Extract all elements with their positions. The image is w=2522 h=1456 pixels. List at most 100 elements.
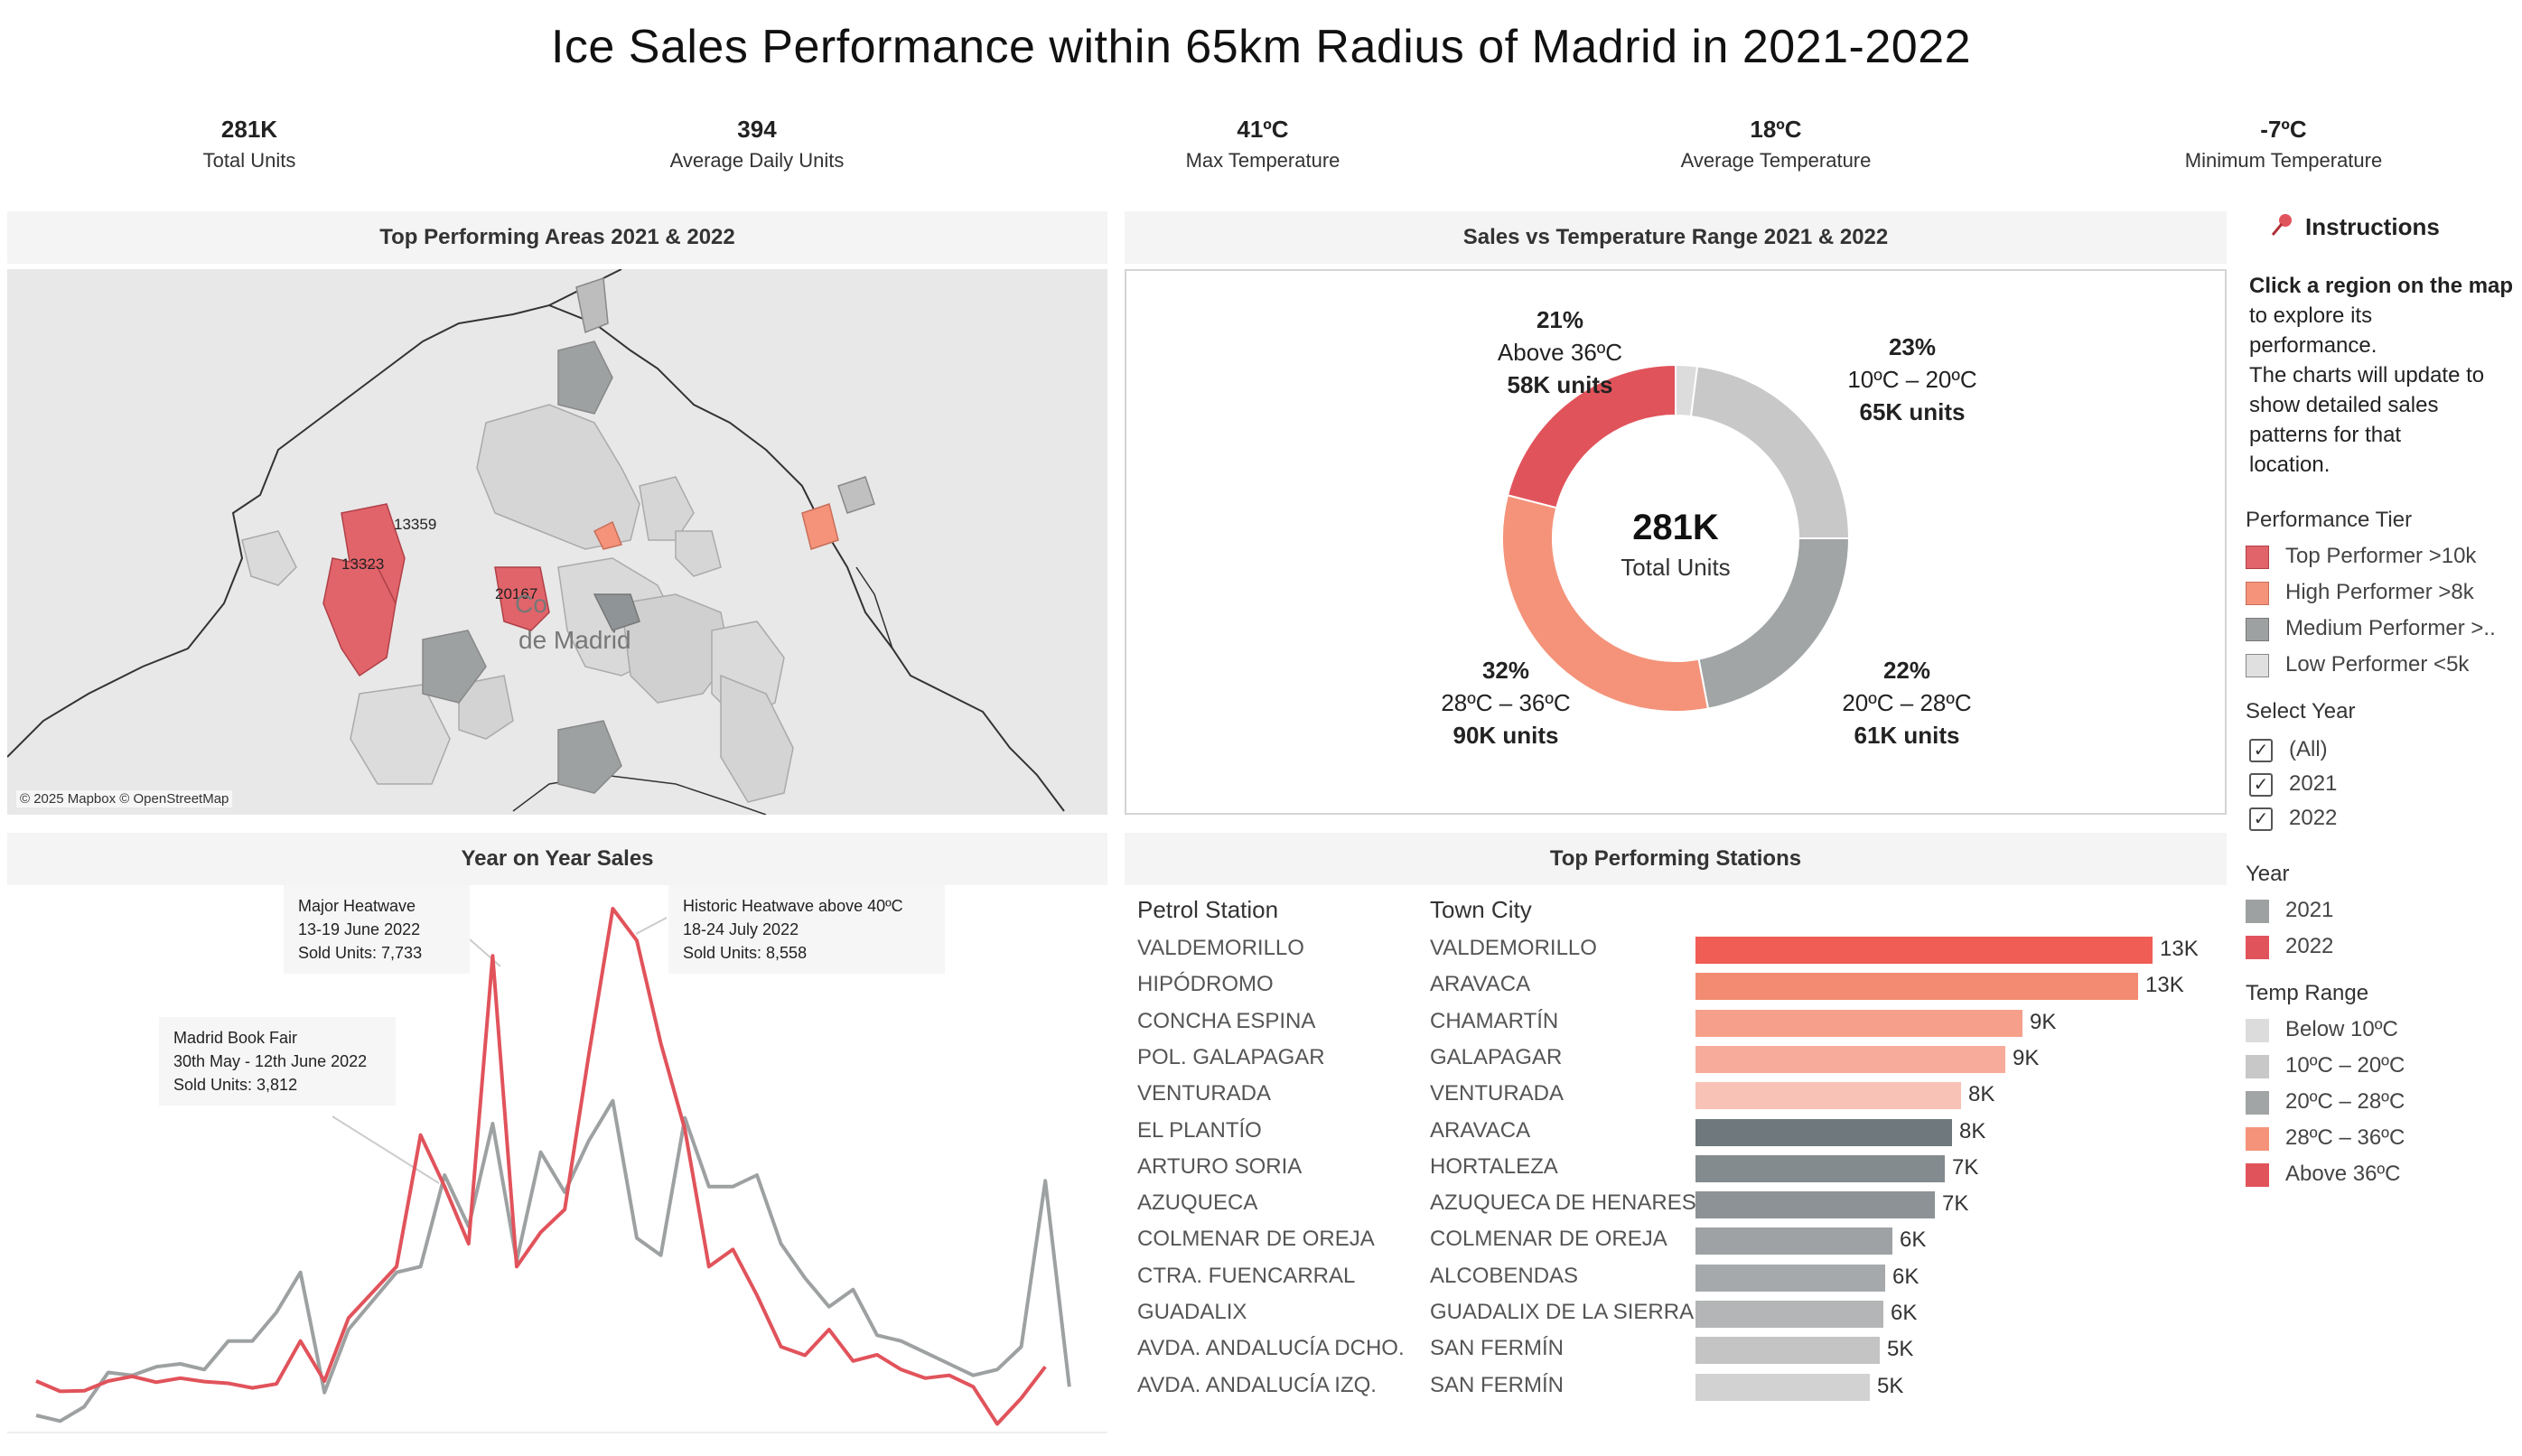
kpi-label: Total Units xyxy=(202,149,296,172)
segment-pct: 32% xyxy=(1481,657,1530,684)
donut-panel-title: Sales vs Temperature Range 2021 & 2022 xyxy=(1125,211,2227,264)
kpi-value: 18ºC xyxy=(1750,116,1802,143)
legend-label: 2021 xyxy=(2285,898,2334,922)
map-region[interactable] xyxy=(675,530,722,577)
map-region[interactable] xyxy=(639,476,695,541)
station-row[interactable]: AVDA. ANDALUCÍA IZQ. SAN FERMÍN 5K xyxy=(1125,1369,2227,1405)
map-attribution[interactable]: © 2025 Mapbox © OpenStreetMap xyxy=(16,790,233,807)
station-row[interactable]: AVDA. ANDALUCÍA DCHO. SAN FERMÍN 5K xyxy=(1125,1332,2227,1368)
map-region[interactable] xyxy=(476,404,640,550)
annotation-title: Major Heatwave xyxy=(298,897,416,915)
station-row[interactable]: VALDEMORILLO VALDEMORILLO 13K xyxy=(1125,932,2227,968)
region-map[interactable]: 13359 13323 20167 Co de Madrid © 2025 Ma… xyxy=(7,269,1107,815)
map-region[interactable] xyxy=(801,503,839,550)
station-row[interactable]: CTRA. FUENCARRAL ALCOBENDAS 6K xyxy=(1125,1260,2227,1296)
map-region-13323[interactable] xyxy=(322,557,397,677)
year-on-year-line-chart[interactable] xyxy=(7,885,1107,1436)
station-name: VALDEMORILLO xyxy=(1137,936,1304,960)
station-name: VENTURADA xyxy=(1137,1081,1272,1106)
checkbox[interactable]: ✓ xyxy=(2249,807,2273,831)
segment-units: 65K units xyxy=(1859,398,1966,425)
map-canvas[interactable]: 13359 13323 20167 Co de Madrid xyxy=(7,269,1107,815)
segment-pct: 23% xyxy=(1888,333,1937,360)
checkbox-label: 2022 xyxy=(2289,806,2338,830)
station-row[interactable]: POL. GALAPAGAR GALAPAGAR 9K xyxy=(1125,1041,2227,1078)
map-region[interactable] xyxy=(720,674,794,803)
map-region[interactable] xyxy=(241,530,297,586)
legend-swatch xyxy=(2246,936,2269,959)
station-bar[interactable] xyxy=(1695,1264,1885,1292)
series-line-2022[interactable] xyxy=(35,907,1047,1426)
station-value-label: 9K xyxy=(2030,1009,2057,1034)
station-bar[interactable] xyxy=(1695,1301,1883,1328)
kpi-label: Max Temperature xyxy=(1185,149,1340,172)
station-row[interactable]: EL PLANTÍO ARAVACA 8K xyxy=(1125,1115,2227,1151)
map-region[interactable] xyxy=(557,341,613,415)
station-town: GALAPAGAR xyxy=(1430,1044,1563,1069)
station-name: ARTURO SORIA xyxy=(1137,1153,1303,1179)
station-bar[interactable] xyxy=(1695,937,2153,964)
legend-label: Above 36ºC xyxy=(2285,1162,2401,1186)
station-bar[interactable] xyxy=(1695,1337,1880,1365)
map-region[interactable] xyxy=(422,630,487,704)
legend-swatch xyxy=(2246,1163,2269,1187)
checkbox[interactable]: ✓ xyxy=(2249,773,2273,797)
map-region-label: 13323 xyxy=(341,555,384,573)
station-town: AZUQUECA DE HENARES xyxy=(1430,1190,1696,1216)
station-value-label: 7K xyxy=(1942,1191,1969,1217)
province-border-east xyxy=(855,566,893,649)
station-town: ALCOBENDAS xyxy=(1430,1263,1579,1288)
checkbox[interactable]: ✓ xyxy=(2249,739,2273,762)
station-row[interactable]: CONCHA ESPINA CHAMARTÍN 9K xyxy=(1125,1005,2227,1041)
donut-chart[interactable] xyxy=(1126,271,2225,813)
map-region[interactable] xyxy=(837,476,875,514)
checkbox-label: 2021 xyxy=(2289,771,2338,796)
kpi-average-daily-units: 394 Average Daily Units xyxy=(522,116,992,173)
station-bar[interactable] xyxy=(1695,1154,1945,1182)
station-row[interactable]: ARTURO SORIA HORTALEZA 7K xyxy=(1125,1151,2227,1187)
legend-swatch xyxy=(2246,1127,2269,1151)
legend-label: 2022 xyxy=(2285,934,2334,958)
station-bar[interactable] xyxy=(1695,973,2138,1001)
series-line-2021[interactable] xyxy=(35,1098,1071,1423)
station-row[interactable]: GUADALIX GUADALIX DE LA SIERRA 6K xyxy=(1125,1296,2227,1332)
station-row[interactable]: COLMENAR DE OREJA COLMENAR DE OREJA 6K xyxy=(1125,1223,2227,1259)
kpi-total-units: 281K Total Units xyxy=(14,116,484,173)
checkbox-label: (All) xyxy=(2289,737,2328,761)
station-town: HORTALEZA xyxy=(1430,1153,1558,1179)
annotation-units: Sold Units: 8,558 xyxy=(683,944,808,962)
station-bar[interactable] xyxy=(1695,1373,1870,1401)
station-value-label: 9K xyxy=(2013,1045,2040,1070)
map-region-20167[interactable] xyxy=(494,566,550,631)
donut-segment[interactable] xyxy=(1501,494,1710,713)
legend-swatch xyxy=(2246,1019,2269,1042)
legend-swatch xyxy=(2246,900,2269,923)
map-region[interactable] xyxy=(557,720,622,794)
station-town: COLMENAR DE OREJA xyxy=(1430,1227,1667,1252)
station-town: VENTURADA xyxy=(1430,1081,1565,1106)
station-row[interactable]: AZUQUECA AZUQUECA DE HENARES 7K xyxy=(1125,1187,2227,1223)
map-region[interactable] xyxy=(593,593,640,631)
map-region[interactable] xyxy=(458,675,514,740)
station-bar[interactable] xyxy=(1695,1227,1892,1255)
station-bar[interactable] xyxy=(1695,1045,2005,1073)
kpi-average-temperature: 18ºC Average Temperature xyxy=(1541,116,2011,173)
map-region[interactable] xyxy=(593,520,623,550)
year-legend-title: Year xyxy=(2246,862,2290,886)
donut-center-label: Total Units xyxy=(1621,554,1731,581)
annotation-dates: 13-19 June 2022 xyxy=(298,920,421,938)
segment-units: 58K units xyxy=(1507,371,1613,398)
station-bar[interactable] xyxy=(1695,1118,1952,1146)
map-region[interactable] xyxy=(575,276,609,334)
station-bar[interactable] xyxy=(1695,1009,2022,1037)
kpi-value: 281K xyxy=(220,116,278,143)
year-on-year-chart-panel: Major Heatwave 13-19 June 2022 Sold Unit… xyxy=(7,885,1107,1436)
station-row[interactable]: HIPÓDROMO ARAVACA 13K xyxy=(1125,968,2227,1004)
annotation-historic-heatwave: Historic Heatwave above 40ºC 18-24 July … xyxy=(668,885,945,974)
donut-segment[interactable] xyxy=(1506,363,1677,509)
station-bar[interactable] xyxy=(1695,1191,1935,1219)
segment-range: 10ºC – 20ºC xyxy=(1847,366,1977,393)
station-bar[interactable] xyxy=(1695,1082,1961,1110)
station-row[interactable]: VENTURADA VENTURADA 8K xyxy=(1125,1078,2227,1114)
station-name: AZUQUECA xyxy=(1137,1190,1258,1216)
